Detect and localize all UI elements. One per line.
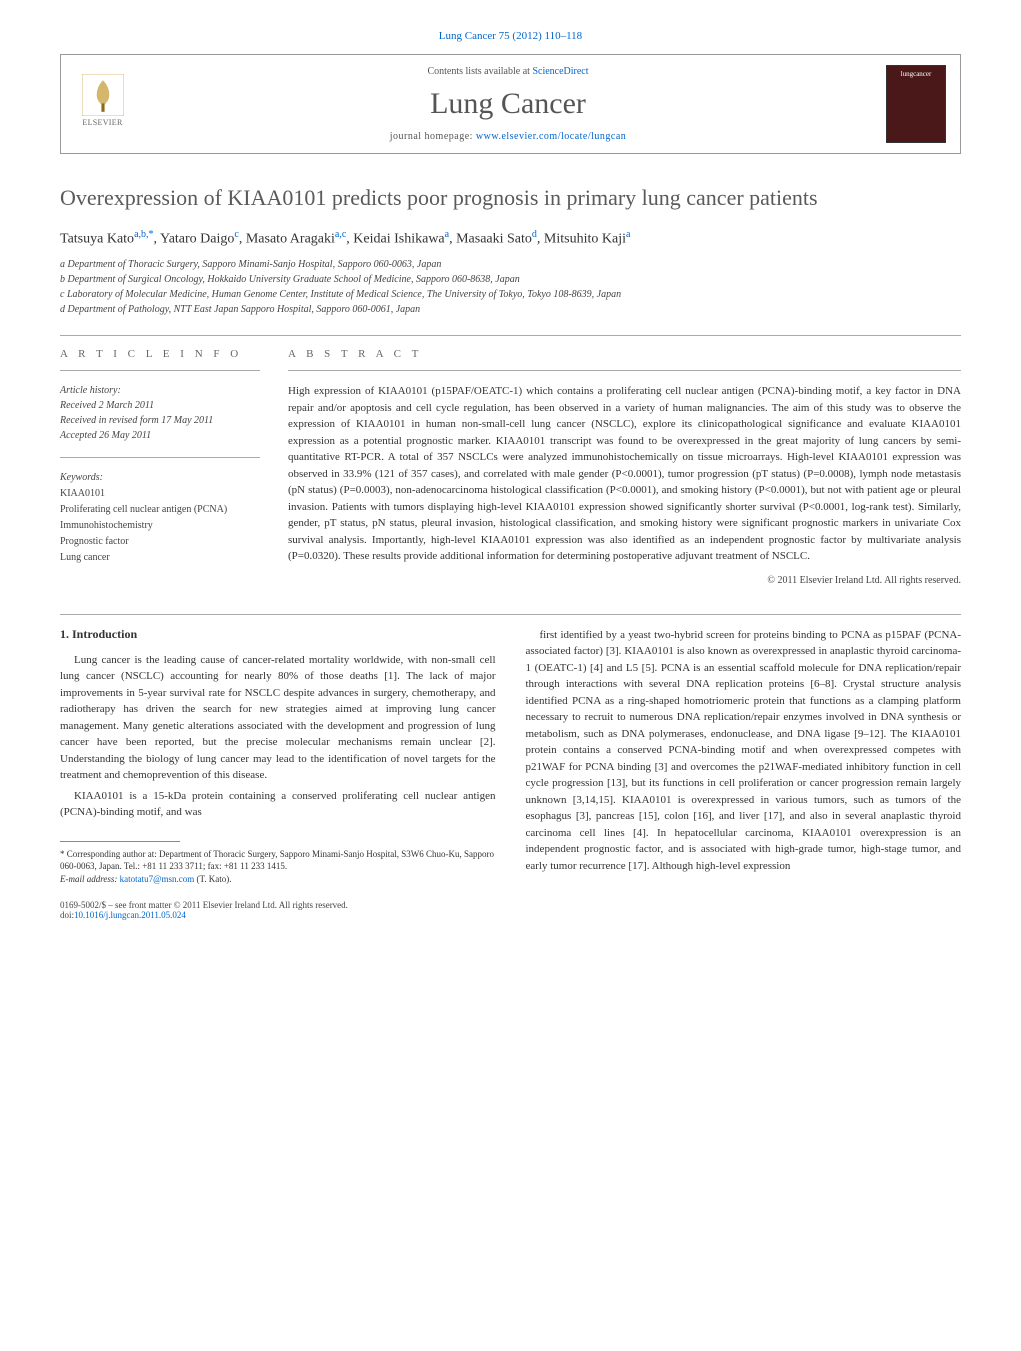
affiliation: a Department of Thoracic Surgery, Sappor… (60, 257, 961, 272)
affiliations: a Department of Thoracic Surgery, Sappor… (60, 257, 961, 317)
journal-reference: Lung Cancer 75 (2012) 110–118 (60, 30, 961, 42)
info-abstract-row: a r t i c l e i n f o Article history: R… (60, 348, 961, 586)
article-info-column: a r t i c l e i n f o Article history: R… (60, 348, 260, 586)
keywords-label: Keywords: (60, 470, 260, 486)
body-paragraph: KIAA0101 is a 15-kDa protein containing … (60, 788, 496, 821)
article-history: Article history: Received 2 March 2011Re… (60, 383, 260, 443)
doi-link[interactable]: 10.1016/j.lungcan.2011.05.024 (74, 910, 186, 920)
contents-prefix: Contents lists available at (427, 66, 532, 77)
email-suffix: (T. Kato). (194, 874, 231, 884)
keyword: Prognostic factor (60, 534, 260, 550)
publisher-name: ELSEVIER (82, 118, 122, 127)
keyword: Proliferating cell nuclear antigen (PCNA… (60, 502, 260, 518)
keyword: KIAA0101 (60, 486, 260, 502)
footnote-separator (60, 841, 180, 842)
affiliation: d Department of Pathology, NTT East Japa… (60, 302, 961, 317)
abstract-heading: a b s t r a c t (288, 348, 961, 360)
sciencedirect-link[interactable]: ScienceDirect (532, 66, 588, 77)
authors-line: Tatsuya Katoa,b,*, Yataro Daigoc, Masato… (60, 229, 961, 248)
corresponding-author-footnote: * Corresponding author at: Department of… (60, 848, 496, 873)
affiliation: b Department of Surgical Oncology, Hokka… (60, 272, 961, 287)
divider (60, 614, 961, 615)
body-columns: 1. Introduction Lung cancer is the leadi… (60, 627, 961, 886)
section-heading: 1. Introduction (60, 627, 496, 642)
homepage-link[interactable]: www.elsevier.com/locate/lungcan (476, 131, 626, 142)
body-column-right: first identified by a yeast two-hybrid s… (526, 627, 962, 886)
history-line: Accepted 26 May 2011 (60, 428, 260, 443)
email-link[interactable]: katotatu7@msn.com (120, 874, 195, 884)
divider (60, 335, 961, 336)
affiliation: c Laboratory of Molecular Medicine, Huma… (60, 287, 961, 302)
issn-line: 0169-5002/$ – see front matter © 2011 El… (60, 900, 961, 910)
history-label: Article history: (60, 383, 260, 398)
keyword: Lung cancer (60, 550, 260, 566)
body-paragraph: first identified by a yeast two-hybrid s… (526, 627, 962, 875)
cover-label: lungcancer (887, 70, 945, 78)
email-footnote: E-mail address: katotatu7@msn.com (T. Ka… (60, 873, 496, 886)
abstract-text: High expression of KIAA0101 (p15PAF/OEAT… (288, 383, 961, 565)
abstract-column: a b s t r a c t High expression of KIAA0… (288, 348, 961, 586)
keywords-block: Keywords: KIAA0101Proliferating cell nuc… (60, 470, 260, 566)
history-line: Received 2 March 2011 (60, 398, 260, 413)
journal-cover-thumb: lungcancer (886, 65, 946, 143)
publisher-logo: ELSEVIER (75, 74, 130, 134)
body-paragraph: Lung cancer is the leading cause of canc… (60, 652, 496, 784)
article-title: Overexpression of KIAA0101 predicts poor… (60, 184, 961, 213)
footer: 0169-5002/$ – see front matter © 2011 El… (60, 900, 961, 920)
body-column-left: 1. Introduction Lung cancer is the leadi… (60, 627, 496, 886)
journal-ref-link[interactable]: Lung Cancer 75 (2012) 110–118 (439, 30, 582, 42)
history-line: Received in revised form 17 May 2011 (60, 413, 260, 428)
header-center: Contents lists available at ScienceDirec… (130, 66, 886, 142)
journal-header: ELSEVIER Contents lists available at Sci… (60, 54, 961, 154)
email-label: E-mail address: (60, 874, 120, 884)
journal-name: Lung Cancer (130, 87, 886, 121)
homepage-prefix: journal homepage: (390, 131, 476, 142)
elsevier-tree-icon (82, 74, 124, 116)
doi-label: doi: (60, 910, 74, 920)
keyword: Immunohistochemistry (60, 518, 260, 534)
article-info-heading: a r t i c l e i n f o (60, 348, 260, 360)
abstract-copyright: © 2011 Elsevier Ireland Ltd. All rights … (288, 575, 961, 586)
